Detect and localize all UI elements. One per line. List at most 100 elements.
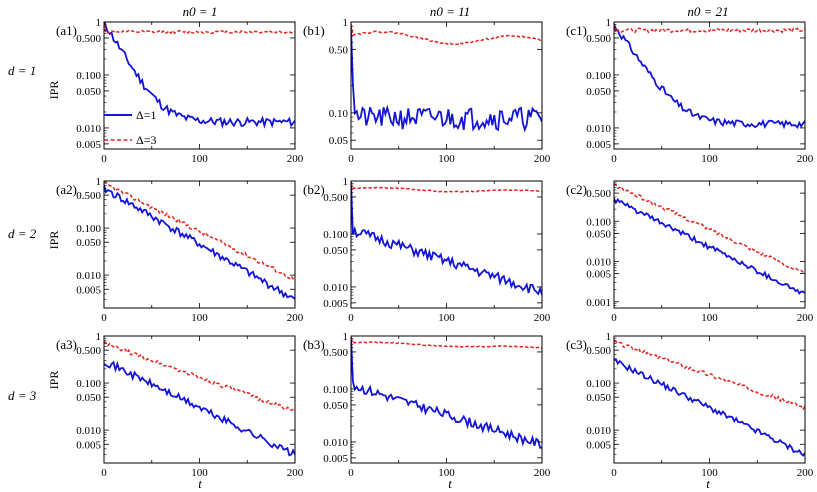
y-tick-label: 0.010	[586, 257, 611, 269]
series-c1-delta1	[614, 23, 805, 130]
x-tick-label: 0	[611, 312, 617, 324]
panel-label-b1: (b1)	[303, 23, 325, 38]
x-tick-label: 100	[701, 467, 718, 479]
x-tick-label: 0	[348, 467, 354, 479]
x-tick-label: 100	[438, 153, 455, 165]
y-tick-label: 0.05	[329, 135, 349, 147]
panel-frame-b1	[350, 21, 543, 150]
y-tick-label: 1	[606, 331, 612, 343]
series-b2-delta3	[351, 181, 542, 193]
x-tick-label: 200	[534, 467, 551, 479]
y-axis-label-row2: IPR	[47, 231, 61, 250]
y-tick-label: 0.100	[76, 223, 101, 235]
y-axis-label-row1: IPR	[47, 81, 61, 100]
x-tick-label: 200	[534, 312, 551, 324]
row-header-2: d = 2	[8, 226, 37, 241]
y-tick-label: 0.010	[76, 270, 101, 282]
y-tick-label: 0.010	[586, 425, 611, 437]
y-tick-label: 0.050	[323, 245, 348, 257]
y-tick-label: 0.050	[76, 237, 101, 249]
x-tick-label: 0	[348, 153, 354, 165]
series-c1-delta3	[614, 23, 805, 35]
y-tick-label: 0.50	[329, 44, 349, 56]
y-tick-label: 0.100	[323, 384, 348, 396]
y-tick-label: 1	[343, 331, 349, 343]
y-tick-label: 0.005	[76, 139, 101, 151]
legend-label-delta1: Δ=1	[136, 108, 156, 122]
y-tick-label: 0.500	[323, 347, 348, 359]
x-tick-label: 0	[611, 153, 617, 165]
y-tick-label: 0.005	[323, 453, 348, 465]
y-tick-label: 0.10	[329, 108, 349, 120]
panel-label-a1: (a1)	[56, 23, 77, 38]
y-tick-label: 1	[96, 17, 102, 29]
panel-a2: 1 0.500 0.100 0.050 0.010 0.005 0 100 200 (a2)	[56, 176, 304, 324]
y-tick-label: 0.100	[586, 378, 611, 390]
y-tick-label: 0.010	[76, 425, 101, 437]
series-a2-delta1	[104, 184, 295, 300]
series-c2-delta1	[614, 197, 805, 295]
y-tick-label: 0.001	[586, 297, 611, 309]
y-tick-label: 0.050	[586, 86, 611, 98]
panel-frame-a1	[103, 21, 296, 150]
panel-frame-c1	[613, 21, 806, 150]
x-tick-label: 100	[701, 312, 718, 324]
series-c3-delta1	[614, 358, 805, 457]
y-tick-label: 0.100	[586, 216, 611, 228]
y-tick-label: 0.050	[586, 392, 611, 404]
panel-frame-a3	[103, 335, 296, 464]
x-tick-label: 0	[348, 312, 354, 324]
y-tick-label: 0.500	[323, 192, 348, 204]
series-a3-delta1	[104, 360, 295, 457]
series-a1-delta1	[104, 22, 295, 130]
x-tick-label: 200	[534, 153, 551, 165]
y-axis-label-row3: IPR	[47, 371, 61, 390]
y-tick-label: 0.005	[586, 139, 611, 151]
panel-a3: 1 0.500 0.100 0.050 0.010 0.005 0 100 200 (a3)	[56, 331, 304, 479]
x-tick-label: 100	[191, 312, 208, 324]
y-tick-label: 1	[343, 176, 349, 188]
y-tick-label: 1	[96, 176, 102, 188]
y-tick-label: 0.500	[586, 33, 611, 45]
y-tick-label: 0.010	[323, 282, 348, 294]
series-b2-delta1	[351, 182, 542, 296]
panel-label-c2: (c2)	[566, 182, 587, 197]
legend: Δ=1 Δ=3	[104, 108, 156, 147]
y-tick-label: 1	[96, 331, 102, 343]
y-tick-label: 0.005	[323, 298, 348, 310]
column-header-3: n0 = 21	[687, 4, 728, 19]
x-tick-label: 0	[101, 312, 107, 324]
panel-c3: 1 0.500 0.100 0.050 0.010 0.005 0 100 200 (c3)	[566, 331, 814, 479]
y-tick-label: 0.050	[76, 392, 101, 404]
y-tick-label: 0.100	[323, 229, 348, 241]
column-header-1: n0 = 1	[183, 4, 218, 19]
series-a3-delta3	[104, 341, 295, 412]
legend-label-delta3: Δ=3	[136, 133, 156, 147]
x-axis-label-col1: t	[198, 476, 202, 491]
y-tick-label: 0.010	[323, 437, 348, 449]
x-tick-label: 0	[101, 467, 107, 479]
y-tick-label: 0.100	[586, 70, 611, 82]
series-b1-delta1	[351, 27, 542, 133]
y-tick-label: 0.100	[76, 70, 101, 82]
panel-frame-c3	[613, 335, 806, 464]
panel-frame-b3	[350, 335, 543, 464]
y-tick-label: 0.500	[586, 345, 611, 357]
y-tick-label: 0.050	[323, 400, 348, 412]
y-tick-label: 0.010	[586, 123, 611, 135]
y-tick-label: 0.050	[76, 86, 101, 98]
y-tick-label: 0.005	[586, 269, 611, 281]
x-tick-label: 200	[797, 312, 814, 324]
x-tick-label: 200	[797, 467, 814, 479]
y-tick-label: 0.010	[76, 123, 101, 135]
x-tick-label: 200	[287, 312, 304, 324]
y-tick-label: 0.500	[76, 33, 101, 45]
series-b3-delta3	[351, 336, 542, 350]
panel-label-a3: (a3)	[56, 337, 77, 352]
x-axis-label-col2: t	[448, 476, 452, 491]
